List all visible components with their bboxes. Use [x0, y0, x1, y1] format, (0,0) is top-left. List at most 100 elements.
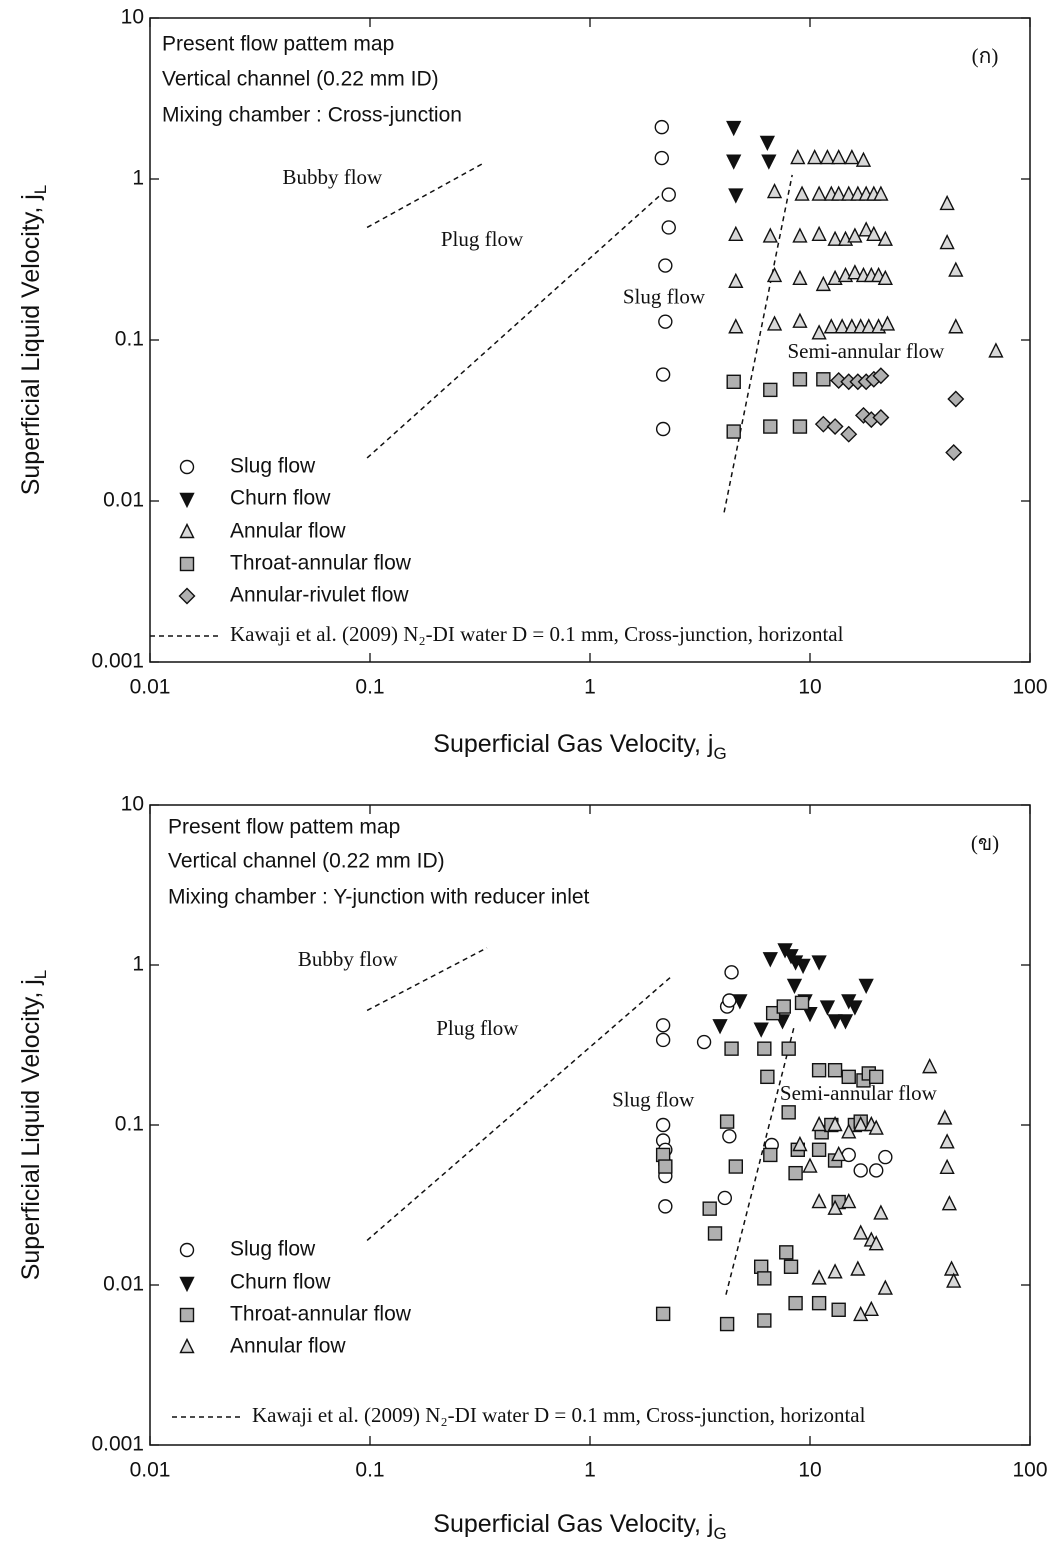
- y-tick-label: 0.001: [91, 650, 144, 673]
- marker: [658, 314, 673, 329]
- marker: [759, 135, 775, 151]
- info-text: Mixing chamber : Y-junction with reducer…: [168, 886, 590, 909]
- info-text: Present flow pattem map: [162, 33, 394, 56]
- marker: [858, 978, 874, 995]
- marker: [826, 418, 844, 436]
- marker: [661, 187, 676, 202]
- marker: [792, 312, 808, 328]
- marker: [781, 1041, 796, 1056]
- marker: [939, 1158, 955, 1175]
- marker: [792, 1135, 808, 1152]
- x-axis-title: Superficial Gas Velocity, jG: [433, 730, 726, 763]
- marker: [853, 1163, 868, 1178]
- marker: [853, 1305, 869, 1322]
- legend-label: Annular flow: [230, 520, 346, 543]
- marker: [937, 1109, 953, 1125]
- region-label: Plug flow: [441, 227, 524, 251]
- y-tick-label: 0.01: [103, 1273, 144, 1296]
- marker: [837, 1014, 854, 1030]
- legend-marker: [178, 587, 196, 605]
- marker: [766, 266, 783, 283]
- marker: [712, 1019, 728, 1035]
- marker: [847, 227, 863, 243]
- marker: [939, 234, 955, 250]
- marker: [831, 148, 847, 165]
- boundary-line: [366, 975, 673, 1241]
- marker: [811, 1269, 827, 1285]
- marker: [661, 220, 676, 235]
- marker: [878, 1149, 893, 1165]
- marker: [786, 978, 803, 995]
- marker: [726, 120, 742, 137]
- legend-label: Throat-annular flow: [230, 1303, 412, 1326]
- legend-label: Kawaji et al. (2009) N₂-DI water D = 0.1…: [252, 1403, 866, 1427]
- legend-label: Slug flow: [230, 455, 316, 478]
- legend-label: Throat-annular flow: [230, 552, 412, 575]
- marker: [728, 1159, 744, 1174]
- marker: [788, 1295, 803, 1311]
- marker: [853, 1224, 869, 1240]
- y-axis-title: Superficial Liquid Velocity, jL: [17, 970, 50, 1281]
- marker: [792, 419, 808, 434]
- region-label: Slug flow: [612, 1087, 695, 1111]
- marker: [724, 965, 739, 980]
- y-axis-title-sub: L: [31, 185, 50, 194]
- marker: [841, 1192, 857, 1209]
- marker: [831, 1302, 846, 1317]
- boundary-line: [366, 947, 488, 1012]
- marker: [717, 1190, 733, 1206]
- marker: [827, 1263, 843, 1279]
- marker: [863, 1300, 879, 1316]
- marker: [877, 1279, 893, 1295]
- marker: [728, 225, 744, 242]
- legend-marker: [179, 1307, 195, 1323]
- marker: [834, 318, 850, 334]
- y-tick-label: 1: [132, 167, 144, 190]
- marker: [827, 1063, 843, 1078]
- marker: [654, 119, 669, 135]
- marker: [879, 315, 896, 331]
- marker: [655, 1117, 671, 1133]
- x-tick-label: 10: [798, 1459, 821, 1482]
- legend-marker: [179, 1276, 195, 1293]
- y-tick-label: 0.001: [91, 1433, 144, 1456]
- marker: [939, 1133, 955, 1149]
- marker: [943, 1260, 960, 1276]
- legend-label: Annular-rivulet flow: [230, 584, 409, 607]
- marker: [827, 269, 843, 285]
- marker: [724, 1041, 739, 1056]
- x-tick-label: 0.1: [355, 1459, 384, 1482]
- boundary-line: [725, 1025, 796, 1295]
- marker: [726, 424, 741, 439]
- x-axis-title-text: Superficial Gas Velocity, j: [433, 1510, 713, 1538]
- marker: [827, 230, 843, 246]
- y-tick-label: 0.1: [115, 1113, 144, 1136]
- marker: [655, 367, 671, 382]
- marker: [795, 958, 811, 975]
- marker: [831, 1145, 847, 1162]
- marker: [788, 1165, 803, 1181]
- marker: [655, 1306, 671, 1322]
- x-tick-label: 0.1: [355, 676, 384, 699]
- marker: [831, 185, 847, 201]
- marker: [815, 275, 831, 292]
- marker: [939, 194, 955, 211]
- marker: [781, 1105, 796, 1120]
- legend-label: Churn flow: [230, 487, 331, 510]
- x-tick-label: 1: [584, 1459, 596, 1482]
- marker: [790, 148, 806, 165]
- marker: [792, 372, 808, 387]
- panel-label: (ข): [971, 831, 999, 855]
- marker: [757, 1313, 772, 1328]
- marker: [819, 1000, 836, 1016]
- info-text: Vertical channel (0.22 mm ID): [162, 68, 439, 91]
- marker: [811, 324, 827, 340]
- region-label: Bubby flow: [298, 947, 399, 971]
- marker: [841, 1123, 857, 1139]
- marker: [719, 1316, 735, 1332]
- marker: [807, 148, 823, 165]
- marker: [869, 1163, 884, 1178]
- region-label: Plug flow: [436, 1016, 519, 1040]
- marker: [766, 182, 783, 199]
- legend-marker: [179, 522, 195, 539]
